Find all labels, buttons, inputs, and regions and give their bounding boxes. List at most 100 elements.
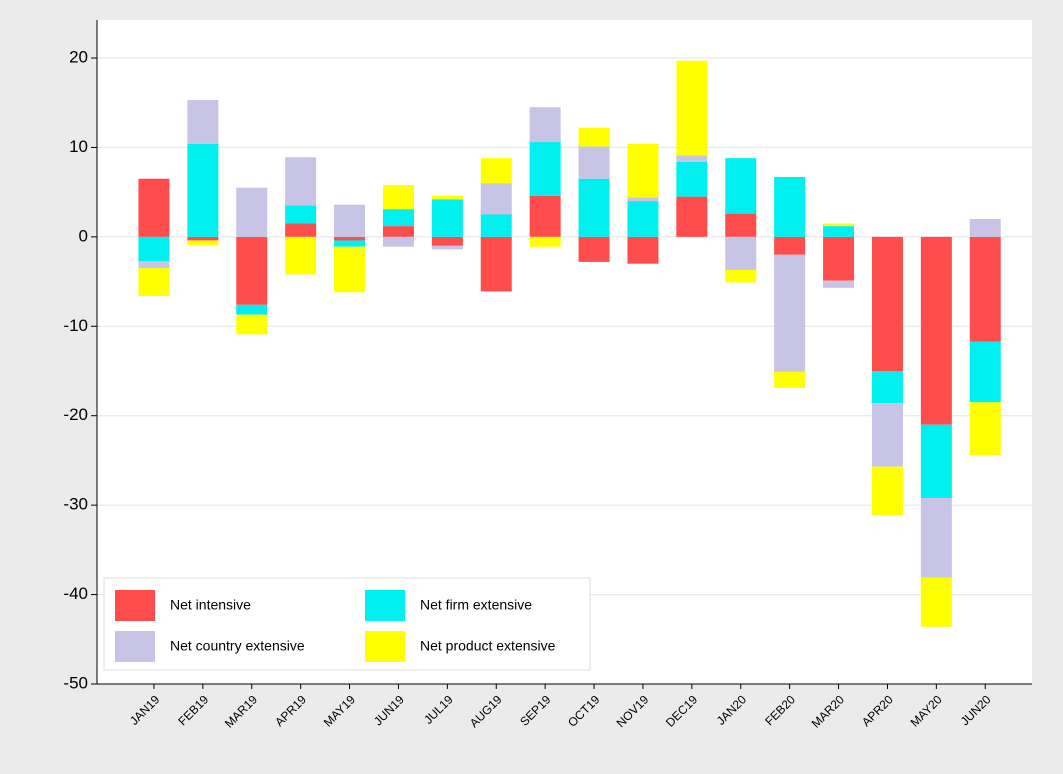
- bar: [236, 304, 268, 315]
- bar: [334, 240, 366, 247]
- bar: [480, 158, 512, 184]
- bar: [871, 371, 903, 404]
- legend-label: Net product extensive: [420, 638, 556, 654]
- bar: [138, 178, 170, 237]
- bar: [285, 223, 317, 237]
- bar: [774, 371, 806, 388]
- bar: [969, 218, 1001, 237]
- bar: [431, 195, 463, 200]
- bar: [382, 226, 414, 237]
- bar: [138, 261, 170, 269]
- bar: [285, 236, 317, 275]
- bar: [334, 236, 366, 241]
- bar: [382, 236, 414, 247]
- bar: [187, 236, 219, 241]
- bar: [871, 236, 903, 371]
- x-tick-label: APR19: [272, 692, 309, 729]
- bar: [725, 269, 757, 283]
- legend-swatch: [365, 631, 405, 662]
- bar: [969, 402, 1001, 456]
- x-tick-label: MAR19: [222, 692, 260, 730]
- x-tick-label: JAN20: [714, 692, 750, 728]
- bar: [823, 236, 855, 281]
- bar: [431, 199, 463, 237]
- bar: [774, 254, 806, 372]
- bar: [725, 236, 757, 270]
- x-tick-label: OCT19: [565, 692, 602, 729]
- y-tick-label: -20: [63, 405, 88, 424]
- bar: [920, 577, 952, 627]
- bar: [823, 223, 855, 227]
- legend-swatch: [115, 590, 155, 621]
- bar: [431, 236, 463, 246]
- bar: [382, 209, 414, 227]
- bar: [138, 236, 170, 262]
- bar: [236, 187, 268, 237]
- bar: [676, 155, 708, 162]
- legend-label: Net country extensive: [170, 638, 305, 654]
- y-tick-label: -10: [63, 316, 88, 335]
- bar: [871, 466, 903, 515]
- bar: [774, 176, 806, 237]
- x-tick-label: NOV19: [614, 692, 652, 730]
- bar: [969, 341, 1001, 403]
- bar: [627, 236, 659, 264]
- y-tick-label: 0: [79, 226, 88, 245]
- x-tick-label: MAR20: [809, 692, 847, 730]
- bar: [236, 236, 268, 305]
- y-tick-label: 20: [69, 47, 88, 66]
- x-tick-label: JUN19: [371, 692, 407, 728]
- x-tick-label: JAN19: [127, 692, 163, 728]
- y-tick-label: -40: [63, 584, 88, 603]
- x-tick-label: MAY20: [908, 692, 945, 729]
- bar: [529, 107, 561, 143]
- y-tick-label: -50: [63, 673, 88, 692]
- legend-label: Net firm extensive: [420, 597, 532, 613]
- bar: [578, 236, 610, 262]
- x-tick-label: JUL19: [421, 692, 456, 727]
- bar: [920, 424, 952, 498]
- legend-swatch: [115, 631, 155, 662]
- bar: [187, 240, 219, 245]
- bar: [920, 236, 952, 425]
- bar: [187, 100, 219, 144]
- bar: [529, 195, 561, 237]
- bar: [725, 213, 757, 237]
- bar: [480, 183, 512, 215]
- bar: [187, 143, 219, 237]
- bar: [334, 246, 366, 293]
- y-tick-label: -30: [63, 495, 88, 514]
- bar: [480, 214, 512, 237]
- bar: [529, 142, 561, 196]
- bar: [138, 268, 170, 296]
- x-tick-label: FEB20: [762, 692, 798, 728]
- legend: Net intensive Net firm extensive Net count…: [103, 577, 591, 671]
- bar: [871, 403, 903, 467]
- x-tick-label: APR20: [859, 692, 896, 729]
- x-tick-label: AUG19: [467, 692, 505, 730]
- bar: [334, 204, 366, 237]
- bar: [285, 157, 317, 206]
- bar: [382, 184, 414, 210]
- bar: [285, 205, 317, 224]
- y-tick-label: 10: [69, 137, 88, 156]
- bar: [774, 236, 806, 255]
- legend-box: [103, 577, 591, 671]
- bar: [969, 236, 1001, 342]
- bar: [823, 280, 855, 288]
- bar: [676, 161, 708, 197]
- bar: [676, 196, 708, 237]
- bar: [480, 236, 512, 292]
- x-tick-label: JUN20: [958, 692, 994, 728]
- bar: [578, 178, 610, 237]
- bars: [138, 60, 1001, 627]
- legend-label: Net intensive: [170, 597, 251, 613]
- bar: [627, 197, 659, 202]
- bar: [529, 236, 561, 247]
- bar: [676, 60, 708, 156]
- x-tick-label: MAY19: [321, 692, 358, 729]
- legend-swatch: [365, 590, 405, 621]
- bar: [578, 146, 610, 179]
- x-tick-label: DEC19: [663, 692, 700, 729]
